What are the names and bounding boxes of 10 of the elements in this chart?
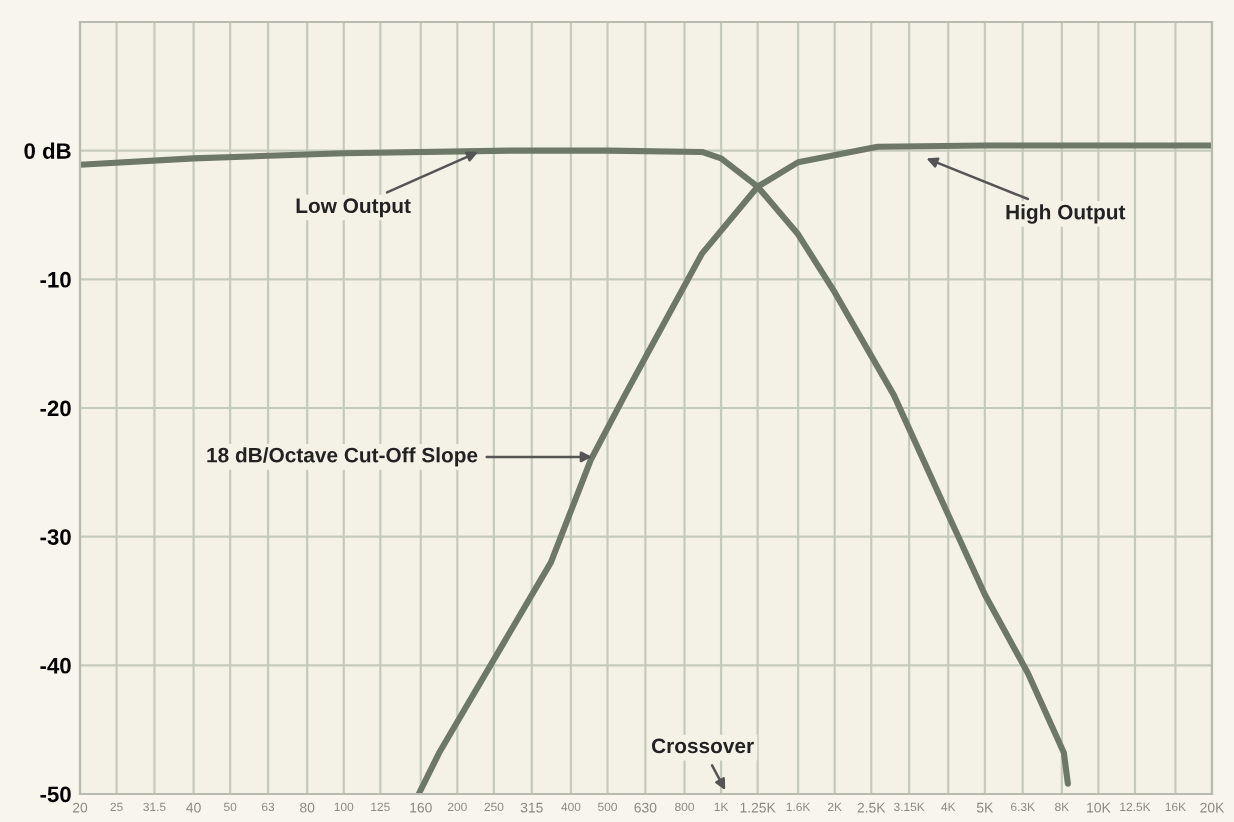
annotation: 18 dB/Octave Cut-Off Slope	[207, 447, 478, 467]
annotation: Crossover	[651, 738, 754, 754]
annotation: Low Output	[296, 198, 411, 218]
y-tick-label: -40	[40, 657, 71, 674]
annotation: High Output	[1006, 204, 1126, 224]
y-tick-label: -30	[40, 529, 71, 545]
y-tick-label: 0 dB	[24, 142, 71, 159]
y-tick-label: -20	[40, 400, 71, 417]
y-tick-label: -50	[40, 786, 71, 803]
y-tick-label: -10	[40, 271, 71, 288]
